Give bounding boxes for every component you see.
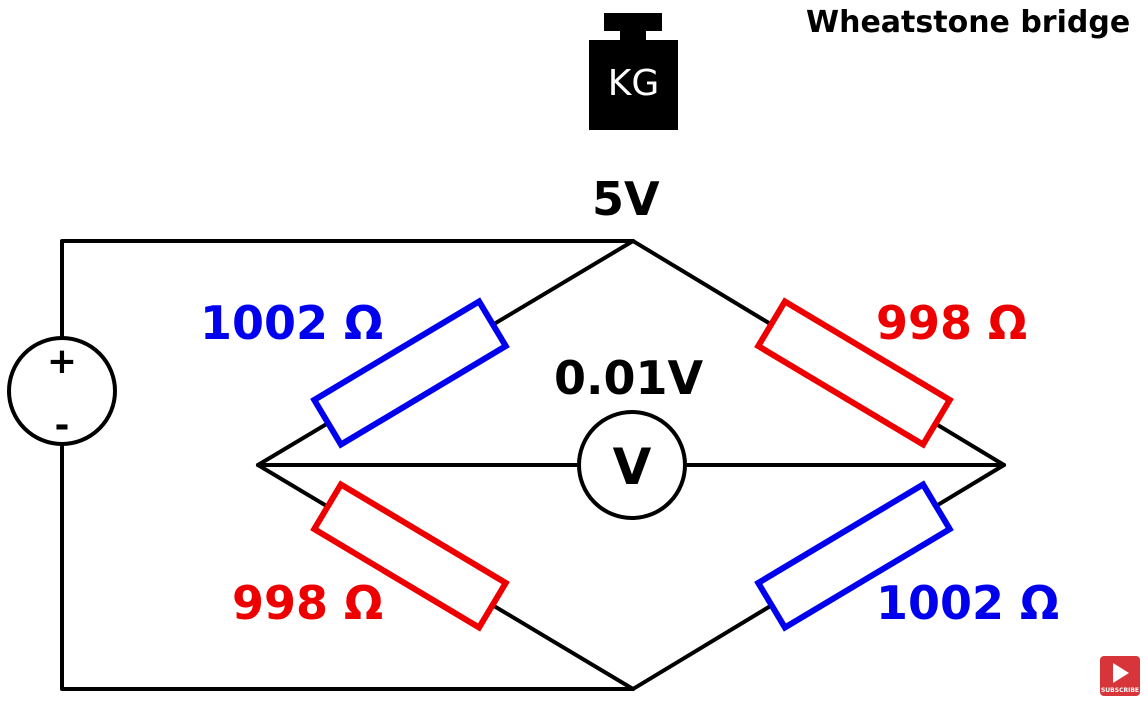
subscribe-label: SUBSCRIBE <box>1100 687 1139 694</box>
diagram-title: Wheatstone bridge <box>806 5 1131 40</box>
voltmeter <box>577 410 687 520</box>
supply-voltage-label: 5V <box>592 172 660 226</box>
resistor-top-left-label: 1002 Ω <box>200 296 384 350</box>
voltmeter-symbol: V <box>613 438 652 496</box>
voltage-source <box>7 336 117 446</box>
resistor-top-left <box>310 297 510 449</box>
resistor-bottom-right <box>754 480 954 632</box>
meter-reading-label: 0.01V <box>554 351 704 405</box>
weight-label: KG <box>607 63 660 104</box>
wire-top <box>60 239 635 338</box>
resistor-top-right <box>754 297 954 449</box>
source-minus: - <box>55 405 70 446</box>
resistor-top-right-label: 998 Ω <box>876 296 1028 350</box>
source-plus: + <box>47 341 77 382</box>
resistor-bottom-left <box>310 480 510 632</box>
resistor-bottom-left-label: 998 Ω <box>232 576 384 630</box>
subscribe-button[interactable]: SUBSCRIBE <box>1100 656 1140 696</box>
resistor-bottom-right-label: 1002 Ω <box>876 576 1060 630</box>
play-icon <box>1113 663 1129 683</box>
weight-icon <box>589 13 678 130</box>
wire-bottom <box>60 444 635 691</box>
